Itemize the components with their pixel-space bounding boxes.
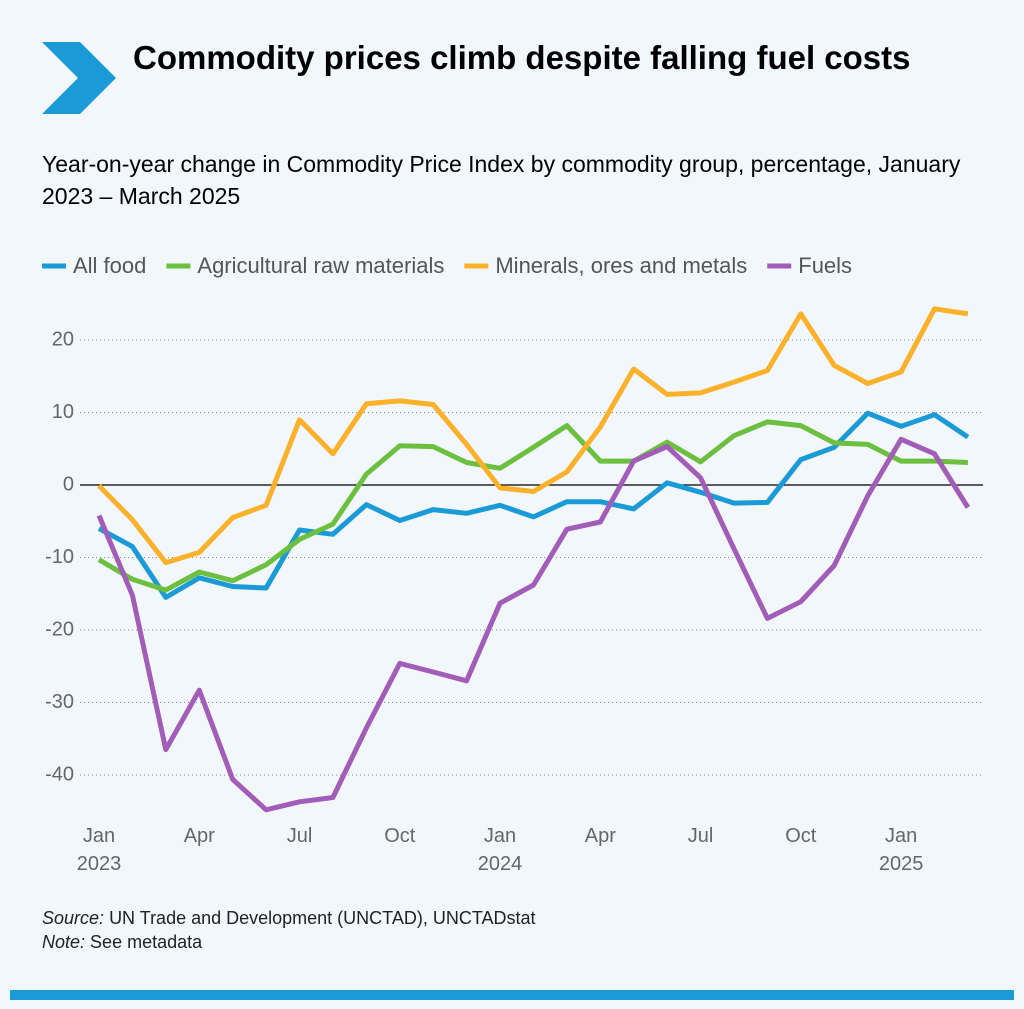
source: Source: UN Trade and Development (UNCTAD… bbox=[42, 908, 536, 928]
y-tick-label: -30 bbox=[45, 691, 74, 713]
x-tick-label: Jan 2024 bbox=[478, 825, 523, 875]
y-tick-label: 10 bbox=[52, 401, 74, 423]
legend-label: Agricultural raw materials bbox=[197, 253, 444, 278]
legend: All food Agricultural raw materials Minera… bbox=[42, 253, 852, 278]
legend-label: Fuels bbox=[798, 253, 852, 278]
x-tick-label: Jul bbox=[287, 825, 313, 847]
chart-title: Commodity prices climb despite falling f… bbox=[133, 39, 911, 76]
x-tick-label: Oct bbox=[384, 825, 416, 847]
x-tick-label: Jan 2023 bbox=[77, 825, 122, 875]
series-line bbox=[97, 410, 970, 600]
series-line bbox=[96, 436, 971, 813]
y-tick-label: 0 bbox=[63, 473, 74, 495]
y-tick-label: 20 bbox=[52, 328, 74, 350]
plot-area: -40 -30 -20 -10 0 10 20 Jan 2023 Apr Jul Oct Jan 2024… bbox=[45, 306, 983, 875]
legend-label: Minerals, ores and metals bbox=[495, 253, 747, 278]
series-line bbox=[97, 419, 969, 593]
x-tick-label: Apr bbox=[184, 825, 215, 847]
x-tick-label: Jan 2025 bbox=[879, 825, 924, 875]
chart-subtitle: Year-on-year change in Commodity Price I… bbox=[42, 151, 961, 209]
y-tick-label: -40 bbox=[45, 763, 74, 785]
legend-label: All food bbox=[73, 253, 146, 278]
y-tick-label: -20 bbox=[45, 618, 74, 640]
note-label: Note: bbox=[42, 932, 85, 952]
x-tick-label: Apr bbox=[585, 825, 616, 847]
source-text: UN Trade and Development (UNCTAD), UNCTA… bbox=[109, 908, 535, 928]
y-tick-label: -10 bbox=[45, 546, 74, 568]
note: Note: See metadata bbox=[42, 932, 203, 952]
x-tick-label: Oct bbox=[785, 825, 817, 847]
source-label: Source: bbox=[42, 908, 104, 928]
series-line bbox=[97, 306, 969, 566]
x-tick-label: Jul bbox=[688, 825, 714, 847]
chevron-icon bbox=[42, 42, 116, 114]
bottom-bar bbox=[10, 990, 1014, 1000]
note-text: See metadata bbox=[90, 932, 203, 952]
